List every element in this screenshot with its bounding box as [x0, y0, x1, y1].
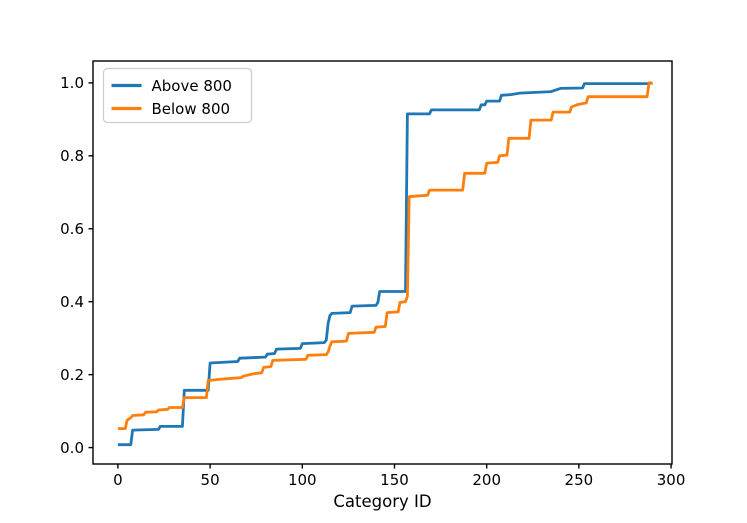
- x-tick-label: 50: [201, 471, 220, 489]
- x-tick-label: 0: [113, 471, 123, 489]
- x-tick-label: 150: [380, 471, 409, 489]
- below-800-line: [117, 81, 653, 431]
- y-tick-label: 0.4: [60, 293, 84, 311]
- y-tick-label: 0.6: [60, 220, 84, 238]
- plot-border: [92, 60, 673, 465]
- legend-label-1: Below 800: [152, 100, 231, 118]
- x-tick-label: 250: [565, 471, 594, 489]
- y-tick-label: 0.8: [60, 147, 84, 165]
- y-tick-label: 1.0: [60, 74, 84, 92]
- y-tick-label: 0.0: [60, 439, 84, 457]
- x-tick-label: 200: [472, 471, 501, 489]
- legend-label-0: Above 800: [152, 77, 232, 95]
- y-tick-label: 0.2: [60, 366, 84, 384]
- above-800-line: [117, 81, 653, 447]
- x-tick-label: 300: [657, 471, 686, 489]
- x-tick-label: 100: [288, 471, 317, 489]
- x-axis-title: Category ID: [333, 492, 431, 511]
